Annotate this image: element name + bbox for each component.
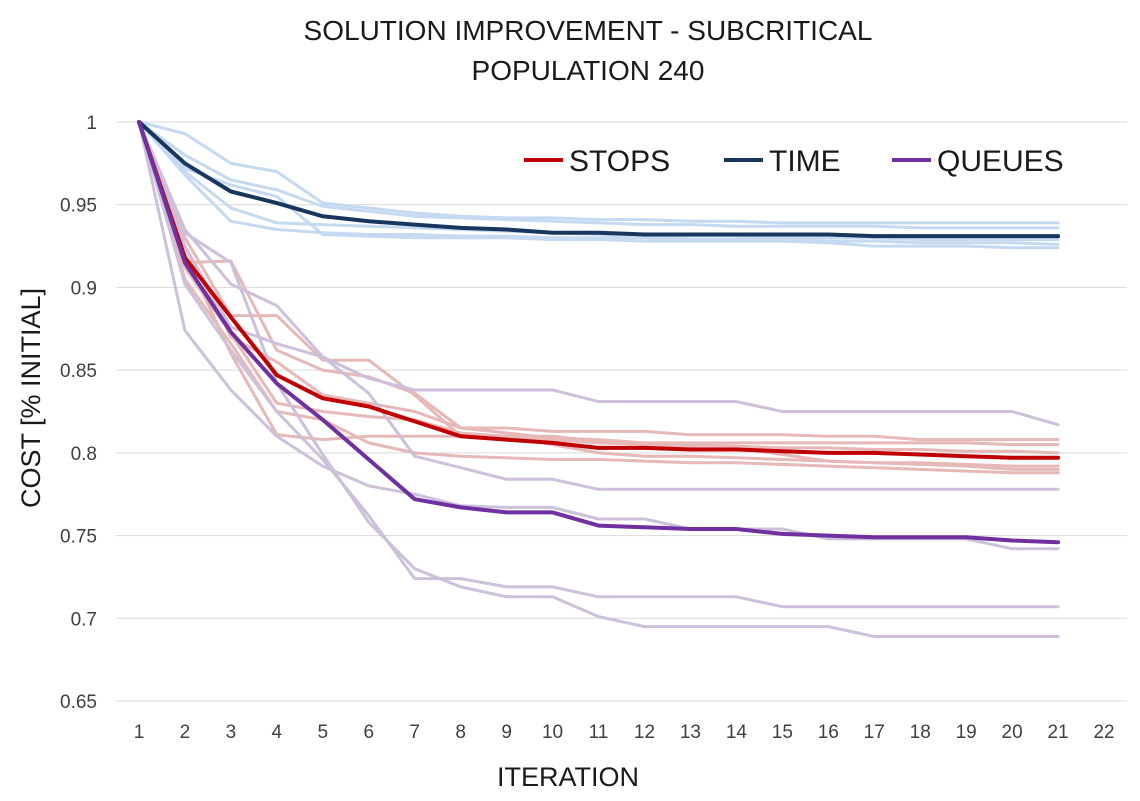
- y-axis-ticks: 0.65 0.7 0.75 0.8 0.85 0.9 0.95 1: [60, 113, 97, 713]
- chart-title: SOLUTION IMPROVEMENT - SUBCRITICAL: [304, 15, 873, 46]
- background-series-line: [137, 120, 1060, 638]
- y-tick-label: 0.75: [60, 527, 97, 548]
- background-series-lines: [137, 120, 1060, 638]
- x-tick-label: 13: [680, 722, 701, 743]
- background-series-line: [137, 120, 1060, 447]
- background-series-line: [137, 120, 1060, 471]
- x-tick-label: 10: [542, 722, 563, 743]
- background-series-line: [137, 120, 1060, 609]
- y-tick-label: 0.7: [71, 609, 97, 630]
- series-line-queues: [137, 120, 1061, 545]
- x-tick-label: 4: [272, 722, 283, 743]
- y-tick-label: 0.8: [71, 444, 97, 465]
- x-tick-label: 3: [226, 722, 237, 743]
- series-line-time: [137, 120, 1061, 239]
- background-series-line: [137, 120, 1060, 551]
- x-tick-label: 6: [363, 722, 374, 743]
- x-tick-label: 8: [455, 722, 466, 743]
- x-tick-label: 9: [501, 722, 512, 743]
- background-series-line: [137, 120, 1060, 230]
- x-tick-label: 22: [1093, 722, 1114, 743]
- legend-time-label: TIME: [769, 145, 841, 178]
- y-tick-label: 0.85: [60, 361, 97, 382]
- background-series-line: [137, 120, 1060, 246]
- y-axis-title: COST [% INITIAL]: [16, 288, 46, 508]
- background-series-line: [137, 120, 1060, 455]
- background-series-line: [137, 120, 1060, 475]
- y-tick-label: 1: [86, 113, 97, 134]
- x-tick-label: 12: [634, 722, 655, 743]
- x-tick-label: 11: [589, 722, 609, 743]
- background-series-line: [137, 120, 1060, 491]
- background-series-line: [137, 120, 1060, 427]
- legend: STOPS TIME QUEUES: [524, 145, 1064, 178]
- background-series-line: [137, 120, 1060, 442]
- legend-queues-label: QUEUES: [937, 145, 1064, 178]
- y-tick-label: 0.65: [60, 692, 97, 713]
- x-tick-label: 2: [180, 722, 191, 743]
- y-tick-label: 0.95: [60, 196, 97, 217]
- x-tick-label: 20: [1002, 722, 1023, 743]
- background-series-line: [137, 120, 1060, 225]
- legend-stops-label: STOPS: [569, 145, 670, 178]
- x-axis-ticks: 1 2 3 4 5 6 7 8 9 10 11 12 13 14 15 16 17 18 19 20 21 22: [134, 722, 1115, 743]
- x-tick-label: 14: [726, 722, 748, 743]
- x-tick-label: 7: [409, 722, 420, 743]
- x-tick-label: 5: [318, 722, 329, 743]
- x-tick-label: 15: [772, 722, 793, 743]
- x-tick-label: 18: [910, 722, 931, 743]
- chart-subtitle: POPULATION 240: [472, 55, 705, 86]
- x-tick-label: 21: [1047, 722, 1068, 743]
- x-axis-title: ITERATION: [497, 762, 639, 792]
- x-tick-label: 1: [134, 722, 145, 743]
- series-line-stops: [137, 120, 1061, 460]
- y-tick-label: 0.9: [71, 278, 97, 299]
- x-tick-label: 17: [864, 722, 885, 743]
- x-tick-label: 16: [818, 722, 839, 743]
- main-series-lines: [137, 120, 1061, 545]
- x-tick-label: 19: [956, 722, 977, 743]
